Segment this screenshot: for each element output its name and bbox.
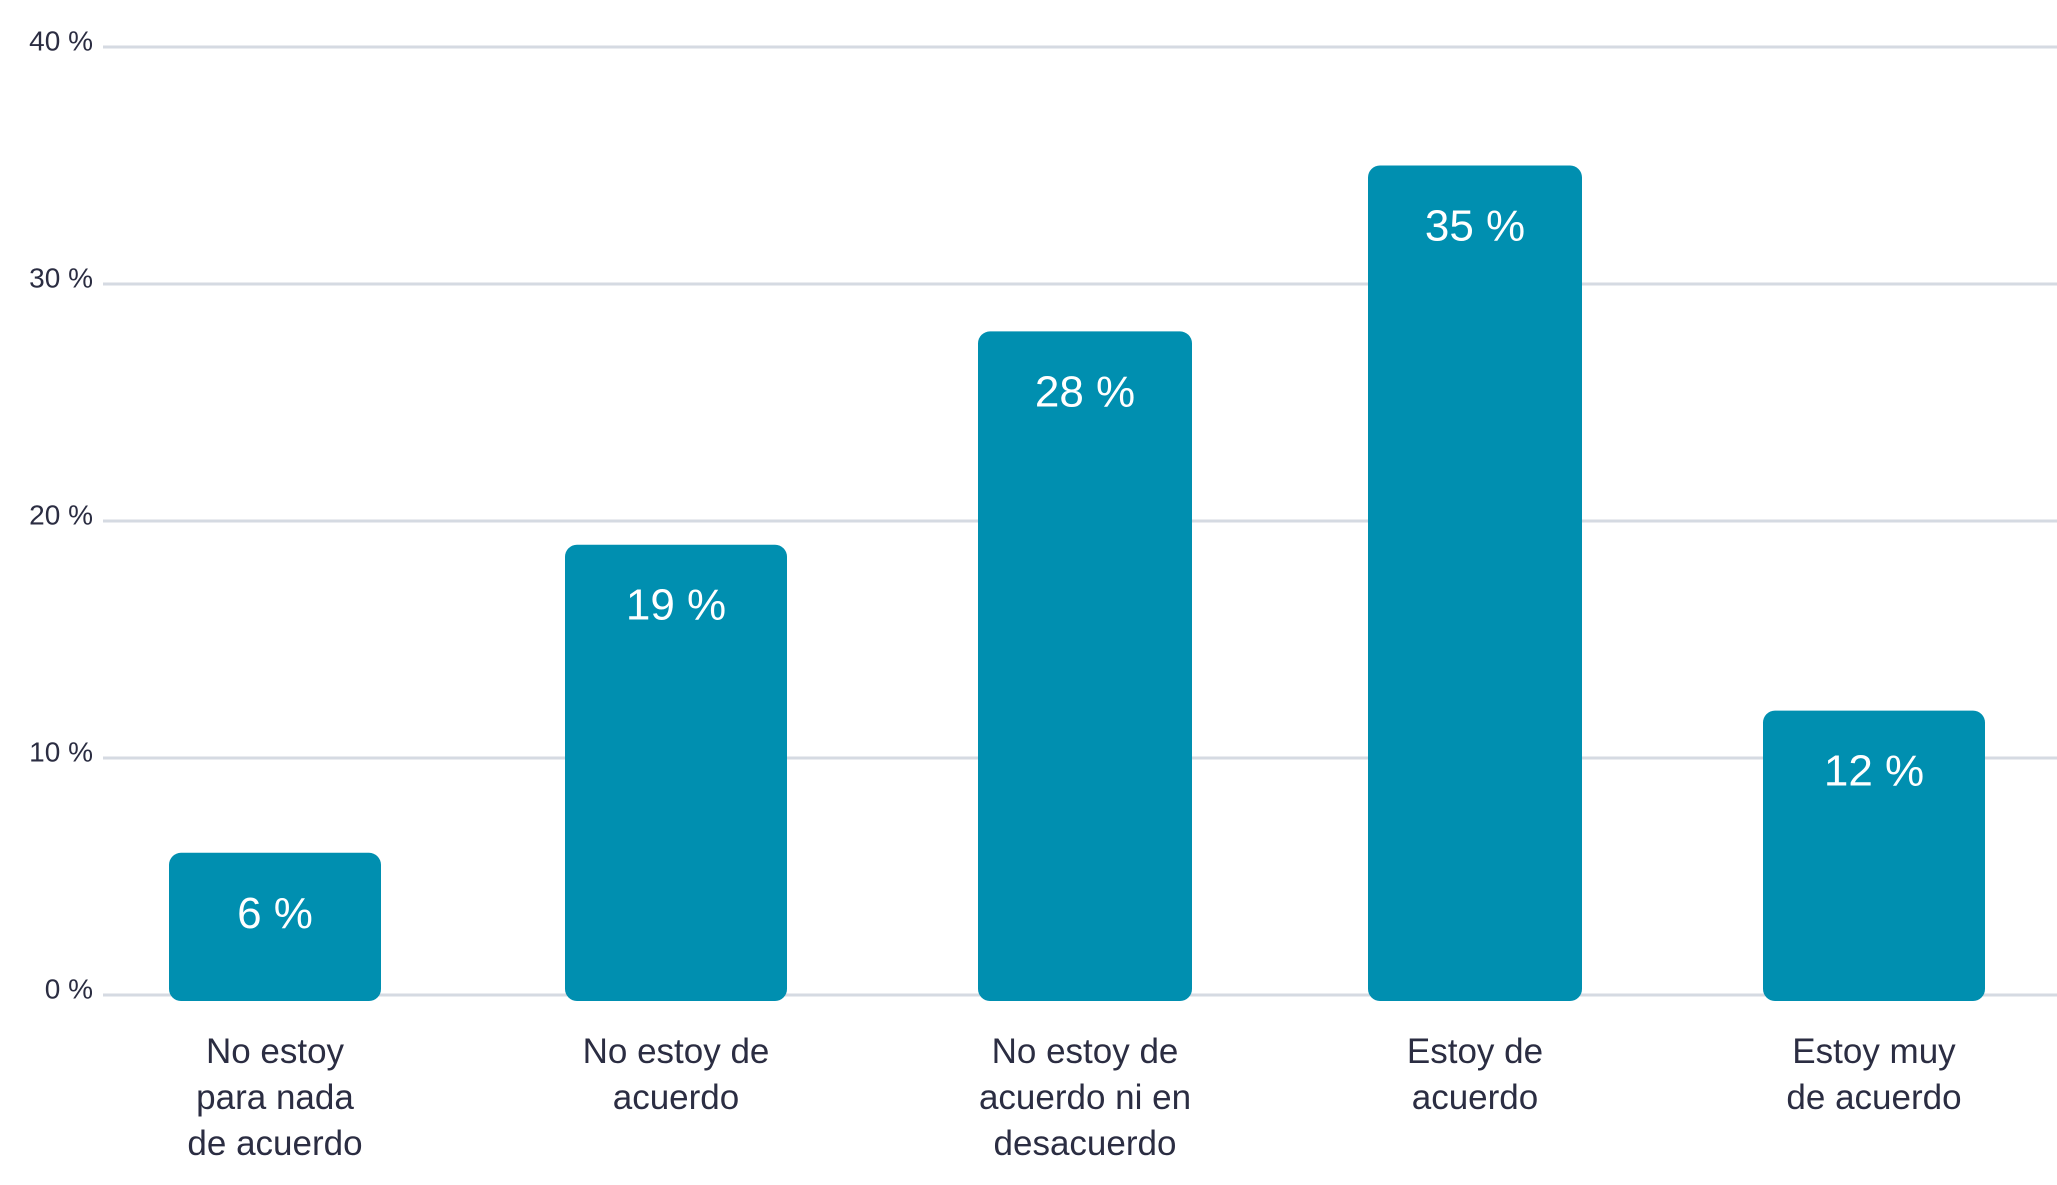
y-tick-label: 10 %	[29, 736, 93, 767]
bar-value-label: 19 %	[626, 581, 726, 630]
category-label: No estoy de acuerdo ni en desacuerdo	[979, 1032, 1191, 1163]
category-label-line: desacuerdo	[994, 1124, 1177, 1163]
category-label-line: No estoy de	[583, 1032, 770, 1071]
category-label-line: acuerdo	[1412, 1078, 1538, 1117]
category-label: No estoy de acuerdo	[583, 1032, 770, 1117]
bar-3	[978, 331, 1192, 1001]
category-label-line: acuerdo ni en	[979, 1078, 1191, 1117]
data-labels: 6 % 19 % 28 % 35 % 12 %	[237, 202, 1924, 938]
y-tick-label: 40 %	[29, 25, 93, 56]
bar-value-label: 12 %	[1824, 747, 1924, 796]
category-label-line: para nada	[196, 1078, 354, 1117]
bar-value-label: 35 %	[1425, 202, 1525, 251]
category-label-line: de acuerdo	[1786, 1078, 1961, 1117]
bars	[169, 165, 1985, 1001]
y-tick-label: 0 %	[45, 973, 93, 1004]
bar-5	[1763, 710, 1985, 1001]
category-label-line: No estoy de	[992, 1032, 1179, 1071]
bar-value-label: 28 %	[1035, 367, 1135, 416]
category-label-line: de acuerdo	[187, 1124, 362, 1163]
bar-value-label: 6 %	[237, 889, 313, 938]
bar-1	[169, 852, 381, 1001]
x-axis-category-labels: No estoy para nada de acuerdo No estoy de ac…	[187, 1032, 1961, 1163]
category-label-line: Estoy muy	[1792, 1032, 1956, 1071]
category-label: Estoy muy de acuerdo	[1786, 1032, 1961, 1117]
category-label-line: No estoy	[206, 1032, 345, 1071]
category-label: Estoy de acuerdo	[1407, 1032, 1543, 1117]
y-tick-label: 30 %	[29, 262, 93, 293]
category-label-line: acuerdo	[613, 1078, 739, 1117]
bar-2	[565, 544, 787, 1001]
category-label: No estoy para nada de acuerdo	[187, 1032, 362, 1163]
category-label-line: Estoy de	[1407, 1032, 1543, 1071]
bar-4	[1368, 165, 1582, 1001]
y-axis-tick-labels: 0 % 10 % 20 % 30 % 40 %	[29, 25, 93, 1004]
y-tick-label: 20 %	[29, 499, 93, 530]
